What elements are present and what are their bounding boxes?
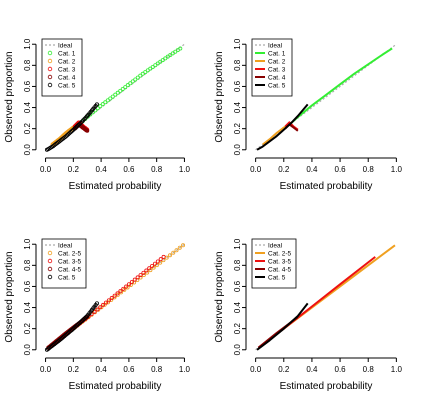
y-tick-label: 1.0 [23,238,32,250]
y-tick-label: 0.8 [233,259,242,271]
x-tick-label: 0.0 [250,165,262,174]
x-tick-label: 0.0 [40,165,52,174]
x-tick-label: 0.8 [151,365,163,374]
legend-label: Cat. 3 [58,67,76,74]
x-tick-label: 0.2 [68,165,80,174]
x-tick-label: 0.2 [68,365,80,374]
y-tick-label: 0.6 [23,280,32,292]
legend-label: Cat. 2 [58,59,76,66]
y-tick-label: 1.0 [233,238,242,250]
y-tick-label: 1.0 [23,38,32,50]
x-axis-label: Estimated probability [69,181,162,192]
x-tick-label: 1.0 [391,365,403,374]
x-tick-label: 1.0 [179,165,191,174]
y-tick-label: 0.4 [23,101,32,113]
x-tick-label: 0.4 [96,165,108,174]
chart-panel-1: 0.0 0.2 0.4 0.6 0.8 1.0 0.0 0.2 0.4 0.6 0.8 1.0 Esti… [4,38,191,192]
x-tick-label: 1.0 [179,365,191,374]
x-axis-label: Estimated probability [69,381,162,392]
x-tick-label: 1.0 [391,165,403,174]
chart-panel-2: 0.0 0.2 0.4 0.6 0.8 1.0 0.0 0.2 0.4 0.6 0.8 1.0 Esti… [214,38,402,192]
data-point [130,280,133,283]
y-tick-label: 0.6 [233,280,242,292]
x-tick-label: 0.6 [123,365,135,374]
legend-label: Cat. 2 [268,59,286,66]
y-tick-label: 0.2 [23,323,32,335]
y-tick-label: 0.8 [23,59,32,71]
y-tick-label: 0.2 [233,123,242,135]
x-tick-label: 0.6 [335,365,347,374]
y-tick-label: 0.0 [233,344,242,356]
y-tick-label: 0.6 [233,80,242,92]
series-1 [291,48,392,123]
legend-label: Cat. 2-5 [58,251,82,258]
x-tick-label: 0.2 [278,165,290,174]
series-line [291,48,392,123]
legend-label: Cat. 5 [268,275,286,282]
y-tick-label: 0.8 [233,59,242,71]
x-tick-label: 0.4 [306,165,318,174]
x-tick-label: 0.0 [40,365,52,374]
x-axis-label: Estimated probability [280,181,373,192]
series-1 [79,47,182,125]
legend-label: Cat. 2-5 [268,251,292,258]
chart-panel-4: 0.0 0.2 0.4 0.6 0.8 1.0 0.0 0.2 0.4 0.6 0.8 1.0 Esti… [214,238,402,392]
y-tick-label: 0.0 [23,144,32,156]
legend-label: Cat. 4-5 [58,267,82,274]
y-tick-label: 0.2 [233,323,242,335]
y-tick-label: 0.4 [233,101,242,113]
legend-label: Cat. 5 [58,83,76,90]
y-tick-label: 0.4 [23,301,32,313]
x-tick-label: 0.4 [306,365,318,374]
y-tick-label: 0.2 [23,123,32,135]
y-tick-label: 1.0 [233,38,242,50]
x-tick-label: 0.2 [278,365,290,374]
x-tick-label: 0.0 [250,365,262,374]
legend-label: Cat. 4 [58,75,76,82]
x-tick-label: 0.4 [96,365,108,374]
x-tick-label: 0.8 [363,165,375,174]
x-tick-label: 0.6 [335,165,347,174]
y-tick-label: 0.8 [23,259,32,271]
y-axis-label: Observed proportion [4,251,15,342]
y-tick-label: 0.0 [23,344,32,356]
legend-label: Ideal [268,243,283,250]
y-axis-label: Observed proportion [214,251,225,342]
legend-label: Cat. 3 [268,67,286,74]
y-axis-label: Observed proportion [214,51,225,142]
x-tick-label: 0.8 [151,165,163,174]
legend-label: Cat. 3-5 [58,259,82,266]
legend: IdealCat. 2-5Cat. 3-5Cat. 4-5Cat. 5 [42,239,86,288]
x-tick-label: 0.6 [123,165,135,174]
data-point [162,255,165,258]
legend-label: Cat. 1 [58,51,76,58]
legend-label: Cat. 4 [268,75,286,82]
legend-label: Ideal [58,43,73,50]
y-axis-label: Observed proportion [4,51,15,142]
x-tick-label: 0.8 [363,365,375,374]
legend-label: Cat. 4-5 [268,267,292,274]
y-tick-label: 0.4 [233,301,242,313]
legend: IdealCat. 1Cat. 2Cat. 3Cat. 4Cat. 5 [42,39,82,96]
legend-label: Ideal [268,43,283,50]
legend-label: Ideal [58,243,73,250]
y-tick-label: 0.6 [23,80,32,92]
y-tick-label: 0.0 [233,144,242,156]
legend-label: Cat. 5 [58,275,76,282]
data-point [142,271,145,274]
chart-panel-3: 0.0 0.2 0.4 0.6 0.8 1.0 0.0 0.2 0.4 0.6 0.8 1.0 Esti… [4,238,191,392]
legend-label: Cat. 1 [268,51,286,58]
legend-label: Cat. 5 [268,83,286,90]
legend: IdealCat. 2-5Cat. 3-5Cat. 4-5Cat. 5 [252,239,296,288]
x-axis-label: Estimated probability [280,381,373,392]
legend-label: Cat. 3-5 [268,259,292,266]
